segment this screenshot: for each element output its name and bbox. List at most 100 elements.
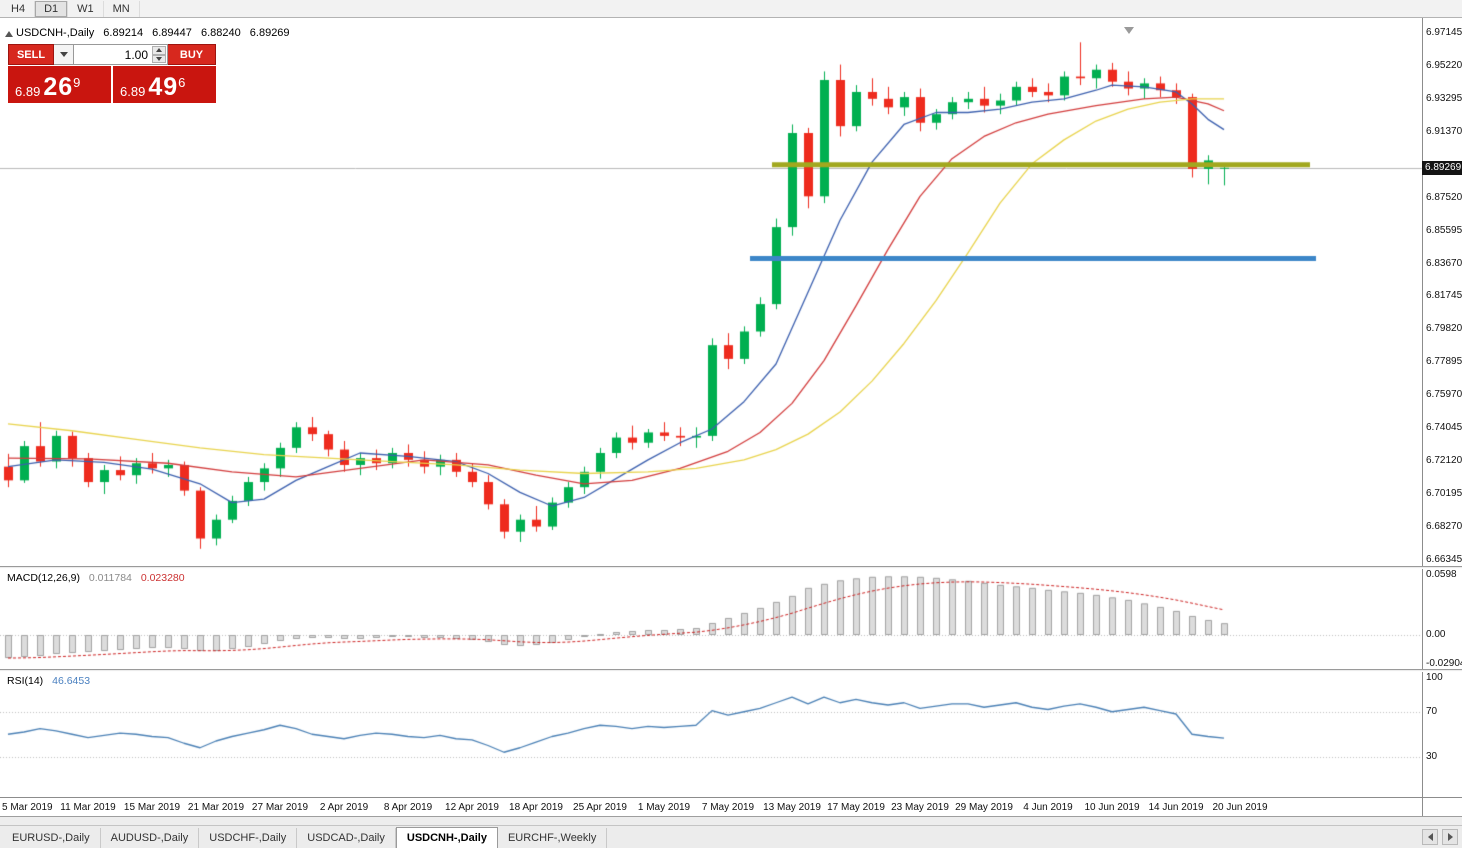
chart-tab-usdcnh-daily[interactable]: USDCNH-,Daily [395, 827, 498, 848]
rsi-value: 46.6453 [52, 675, 91, 687]
macd-name: MACD(12,26,9) [7, 572, 80, 584]
timeframe-toolbar: H4 D1 W1 MN [0, 0, 1462, 18]
chart-tab-bar: EURUSD-,Daily AUDUSD-,Daily USDCHF-,Daily U… [0, 825, 1462, 848]
price-axis-label: 6.68270 [1426, 521, 1462, 532]
ask-price-major: 6.89 [120, 84, 146, 99]
date-axis-label: 20 Jun 2019 [1212, 802, 1268, 813]
panel-divider[interactable] [0, 566, 1462, 569]
bid-price-box[interactable]: 6.89 26 9 [8, 66, 111, 103]
tab-scroll-buttons [1422, 829, 1458, 845]
price-axis-label: 6.74045 [1426, 422, 1462, 433]
timeframe-button-h4[interactable]: H4 [2, 0, 36, 17]
date-axis-label: 5 Mar 2019 [2, 802, 53, 813]
macd-axis-label: 0.00 [1426, 629, 1446, 640]
one-click-collapse-icon[interactable] [5, 31, 13, 37]
date-axis-label: 14 Jun 2019 [1148, 802, 1204, 813]
one-click-trading-panel: SELL BUY 6.89 26 9 6.89 49 6 [8, 44, 216, 103]
macd-axis-label: -0.029049 [1426, 658, 1462, 669]
chart-tab-eurchf-weekly[interactable]: EURCHF-,Weekly [498, 828, 608, 848]
date-axis-label: 17 May 2019 [827, 802, 885, 813]
macd-label: MACD(12,26,9) 0.011784 0.023280 [7, 572, 185, 584]
date-axis-label: 23 May 2019 [891, 802, 949, 813]
ohlc-close: 6.89269 [249, 27, 290, 39]
order-type-dropdown[interactable] [54, 44, 74, 65]
bid-price-pips: 26 [43, 73, 74, 101]
horizontal-scroll-strip[interactable] [0, 816, 1462, 825]
chevron-down-icon [156, 56, 162, 61]
tab-scroll-right-button[interactable] [1442, 829, 1458, 845]
price-axis-label: 6.79820 [1426, 323, 1462, 334]
rsi-axis-label: 30 [1426, 751, 1438, 762]
date-axis-label: 18 Apr 2019 [509, 802, 563, 813]
chart-tab-audusd-daily[interactable]: AUDUSD-,Daily [101, 828, 200, 848]
panel-divider[interactable] [0, 669, 1462, 672]
chart-tab-usdchf-daily[interactable]: USDCHF-,Daily [199, 828, 298, 848]
timeframe-button-w1[interactable]: W1 [68, 0, 104, 17]
price-axis-label: 6.87520 [1426, 192, 1462, 203]
buy-button[interactable]: BUY [168, 44, 216, 65]
symbol-period-label: USDCNH-,Daily [16, 27, 95, 39]
arrow-left-icon [1427, 833, 1433, 841]
chart-shift-marker-icon[interactable] [1124, 27, 1134, 34]
price-axis-label: 6.85595 [1426, 225, 1462, 236]
ohlc-low: 6.88240 [200, 27, 241, 39]
chart-tab-eurusd-daily[interactable]: EURUSD-,Daily [2, 828, 101, 848]
price-axis-label: 6.95220 [1426, 60, 1462, 71]
price-axis[interactable]: 6.97145 6.95220 6.93295 6.91370 6.87520 6.855… [1423, 0, 1462, 816]
bid-price-point: 9 [73, 75, 81, 90]
ask-price-pips: 49 [148, 73, 179, 101]
price-axis-label: 6.81745 [1426, 290, 1462, 301]
date-axis-label: 4 Jun 2019 [1023, 802, 1073, 813]
price-axis-label: 6.77895 [1426, 356, 1462, 367]
price-axis-label: 6.97145 [1426, 27, 1462, 38]
bid-price-tag: 6.89269 [1422, 161, 1462, 175]
ask-price-box[interactable]: 6.89 49 6 [113, 66, 216, 103]
date-axis-label: 21 Mar 2019 [187, 802, 245, 813]
date-axis-label: 2 Apr 2019 [319, 802, 369, 813]
ohlc-open: 6.89214 [103, 27, 144, 39]
sell-button[interactable]: SELL [8, 44, 54, 65]
price-axis-label: 6.72120 [1426, 455, 1462, 466]
volume-stepper [152, 46, 166, 63]
timeframe-button-d1[interactable]: D1 [35, 0, 69, 17]
price-axis-border [1422, 18, 1423, 816]
ask-price-point: 6 [178, 75, 186, 90]
volume-input[interactable] [74, 45, 167, 64]
date-axis-label: 15 Mar 2019 [123, 802, 181, 813]
date-axis-label: 25 Apr 2019 [573, 802, 627, 813]
date-axis-label: 1 May 2019 [637, 802, 691, 813]
date-axis-label: 12 Apr 2019 [445, 802, 499, 813]
date-axis-label: 11 Mar 2019 [60, 802, 116, 813]
macd-signal-value: 0.023280 [140, 572, 185, 584]
macd-axis-label: 0.0598 [1426, 569, 1457, 580]
date-axis-label: 27 Mar 2019 [251, 802, 309, 813]
volume-field-wrap [74, 44, 168, 65]
volume-step-down-button[interactable] [152, 54, 166, 63]
date-axis-label: 7 May 2019 [701, 802, 755, 813]
rsi-name: RSI(14) [7, 675, 44, 687]
chevron-up-icon [156, 48, 162, 53]
ohlc-high: 6.89447 [152, 27, 192, 39]
bid-price-major: 6.89 [15, 84, 41, 99]
arrow-right-icon [1447, 833, 1453, 841]
price-axis-label: 6.66345 [1426, 554, 1462, 565]
macd-main-value: 0.011784 [88, 572, 132, 584]
date-axis-label: 13 May 2019 [763, 802, 821, 813]
price-axis-label: 6.91370 [1426, 126, 1462, 137]
price-axis-label: 6.93295 [1426, 93, 1462, 104]
chart-tab-usdcad-daily[interactable]: USDCAD-,Daily [297, 828, 396, 848]
rsi-axis-label: 100 [1426, 672, 1443, 683]
timeframe-button-mn[interactable]: MN [104, 0, 140, 17]
rsi-label: RSI(14) 46.6453 [7, 675, 90, 687]
date-axis-border [0, 797, 1462, 798]
date-axis[interactable]: 5 Mar 2019 11 Mar 2019 15 Mar 2019 21 Mar 2… [0, 798, 1422, 816]
date-axis-label: 29 May 2019 [955, 802, 1013, 813]
date-axis-label: 8 Apr 2019 [383, 802, 433, 813]
tab-scroll-left-button[interactable] [1422, 829, 1438, 845]
volume-step-up-button[interactable] [152, 46, 166, 55]
price-axis-label: 6.83670 [1426, 258, 1462, 269]
chart-title: USDCNH-,Daily 6.89214 6.89447 6.88240 6.… [16, 27, 290, 39]
rsi-axis-label: 70 [1426, 706, 1438, 717]
